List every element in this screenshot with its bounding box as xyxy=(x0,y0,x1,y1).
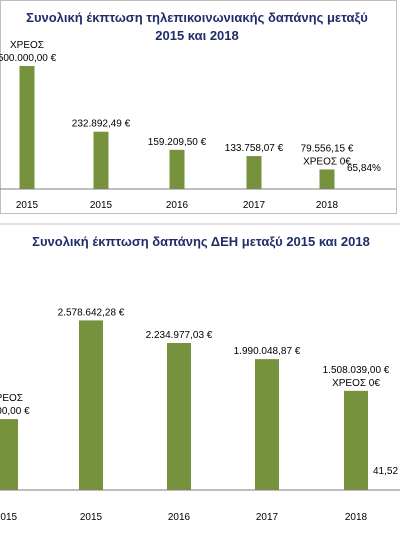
x-tick-label: 2017 xyxy=(243,200,266,211)
data-label: 232.892,49 € xyxy=(72,119,131,130)
chart-frame xyxy=(0,0,397,214)
data-label: 8.000,00 € xyxy=(0,406,30,417)
bar xyxy=(79,320,103,490)
bar xyxy=(319,169,335,189)
debt-label: ΧΡΕΟΣ xyxy=(0,393,23,404)
debt-zero-label: ΧΡΕΟΣ 0€ xyxy=(332,378,380,389)
x-tick-label: 2016 xyxy=(168,512,191,523)
bar xyxy=(93,131,109,189)
x-tick-label: 2016 xyxy=(166,200,189,211)
data-label: 500.000,00 € xyxy=(0,53,57,64)
data-label: 2.578.642,28 € xyxy=(58,307,125,318)
x-tick-label: 2018 xyxy=(345,512,368,523)
data-label: 2.234.977,03 € xyxy=(146,330,213,341)
bar xyxy=(0,419,18,490)
chart-title: Συνολική έκπτωση δαπάνης ΔΕΗ μεταξύ 2015… xyxy=(32,234,370,249)
data-label: 159.209,50 € xyxy=(148,137,207,148)
bar xyxy=(169,149,185,189)
x-tick-label: 2015 xyxy=(80,512,103,523)
x-tick-label: 2015 xyxy=(16,200,39,211)
ppc-spending-chart: Συνολική έκπτωση δαπάνης ΔΕΗ μεταξύ 2015… xyxy=(0,223,400,523)
debt-zero-label: ΧΡΕΟΣ 0€ xyxy=(303,156,351,167)
side-note: 41,52 xyxy=(373,466,398,477)
telecom-spending-chart: Συνολική έκπτωση τηλεπικοινωνιακής δαπάν… xyxy=(0,0,397,214)
x-tick-label: 2017 xyxy=(256,512,279,523)
bar xyxy=(19,66,35,189)
data-label: 1.990.048,87 € xyxy=(234,346,301,357)
side-note: 65,84% xyxy=(347,163,381,174)
data-label: 133.758,07 € xyxy=(225,143,284,154)
bar xyxy=(255,359,279,490)
bar xyxy=(246,156,262,189)
x-tick-label: 2015 xyxy=(0,512,18,523)
debt-label: ΧΡΕΟΣ xyxy=(10,40,44,51)
data-label: 79.556,15 € xyxy=(301,143,354,154)
chart-title-line-1: Συνολική έκπτωση τηλεπικοινωνιακής δαπάν… xyxy=(26,10,368,25)
x-tick-label: 2018 xyxy=(316,200,339,211)
bar xyxy=(344,390,368,490)
bar xyxy=(167,343,191,490)
chart-title-line-2: 2015 και 2018 xyxy=(155,28,238,43)
data-label: 1.508.039,00 € xyxy=(323,365,390,376)
x-tick-label: 2015 xyxy=(90,200,113,211)
